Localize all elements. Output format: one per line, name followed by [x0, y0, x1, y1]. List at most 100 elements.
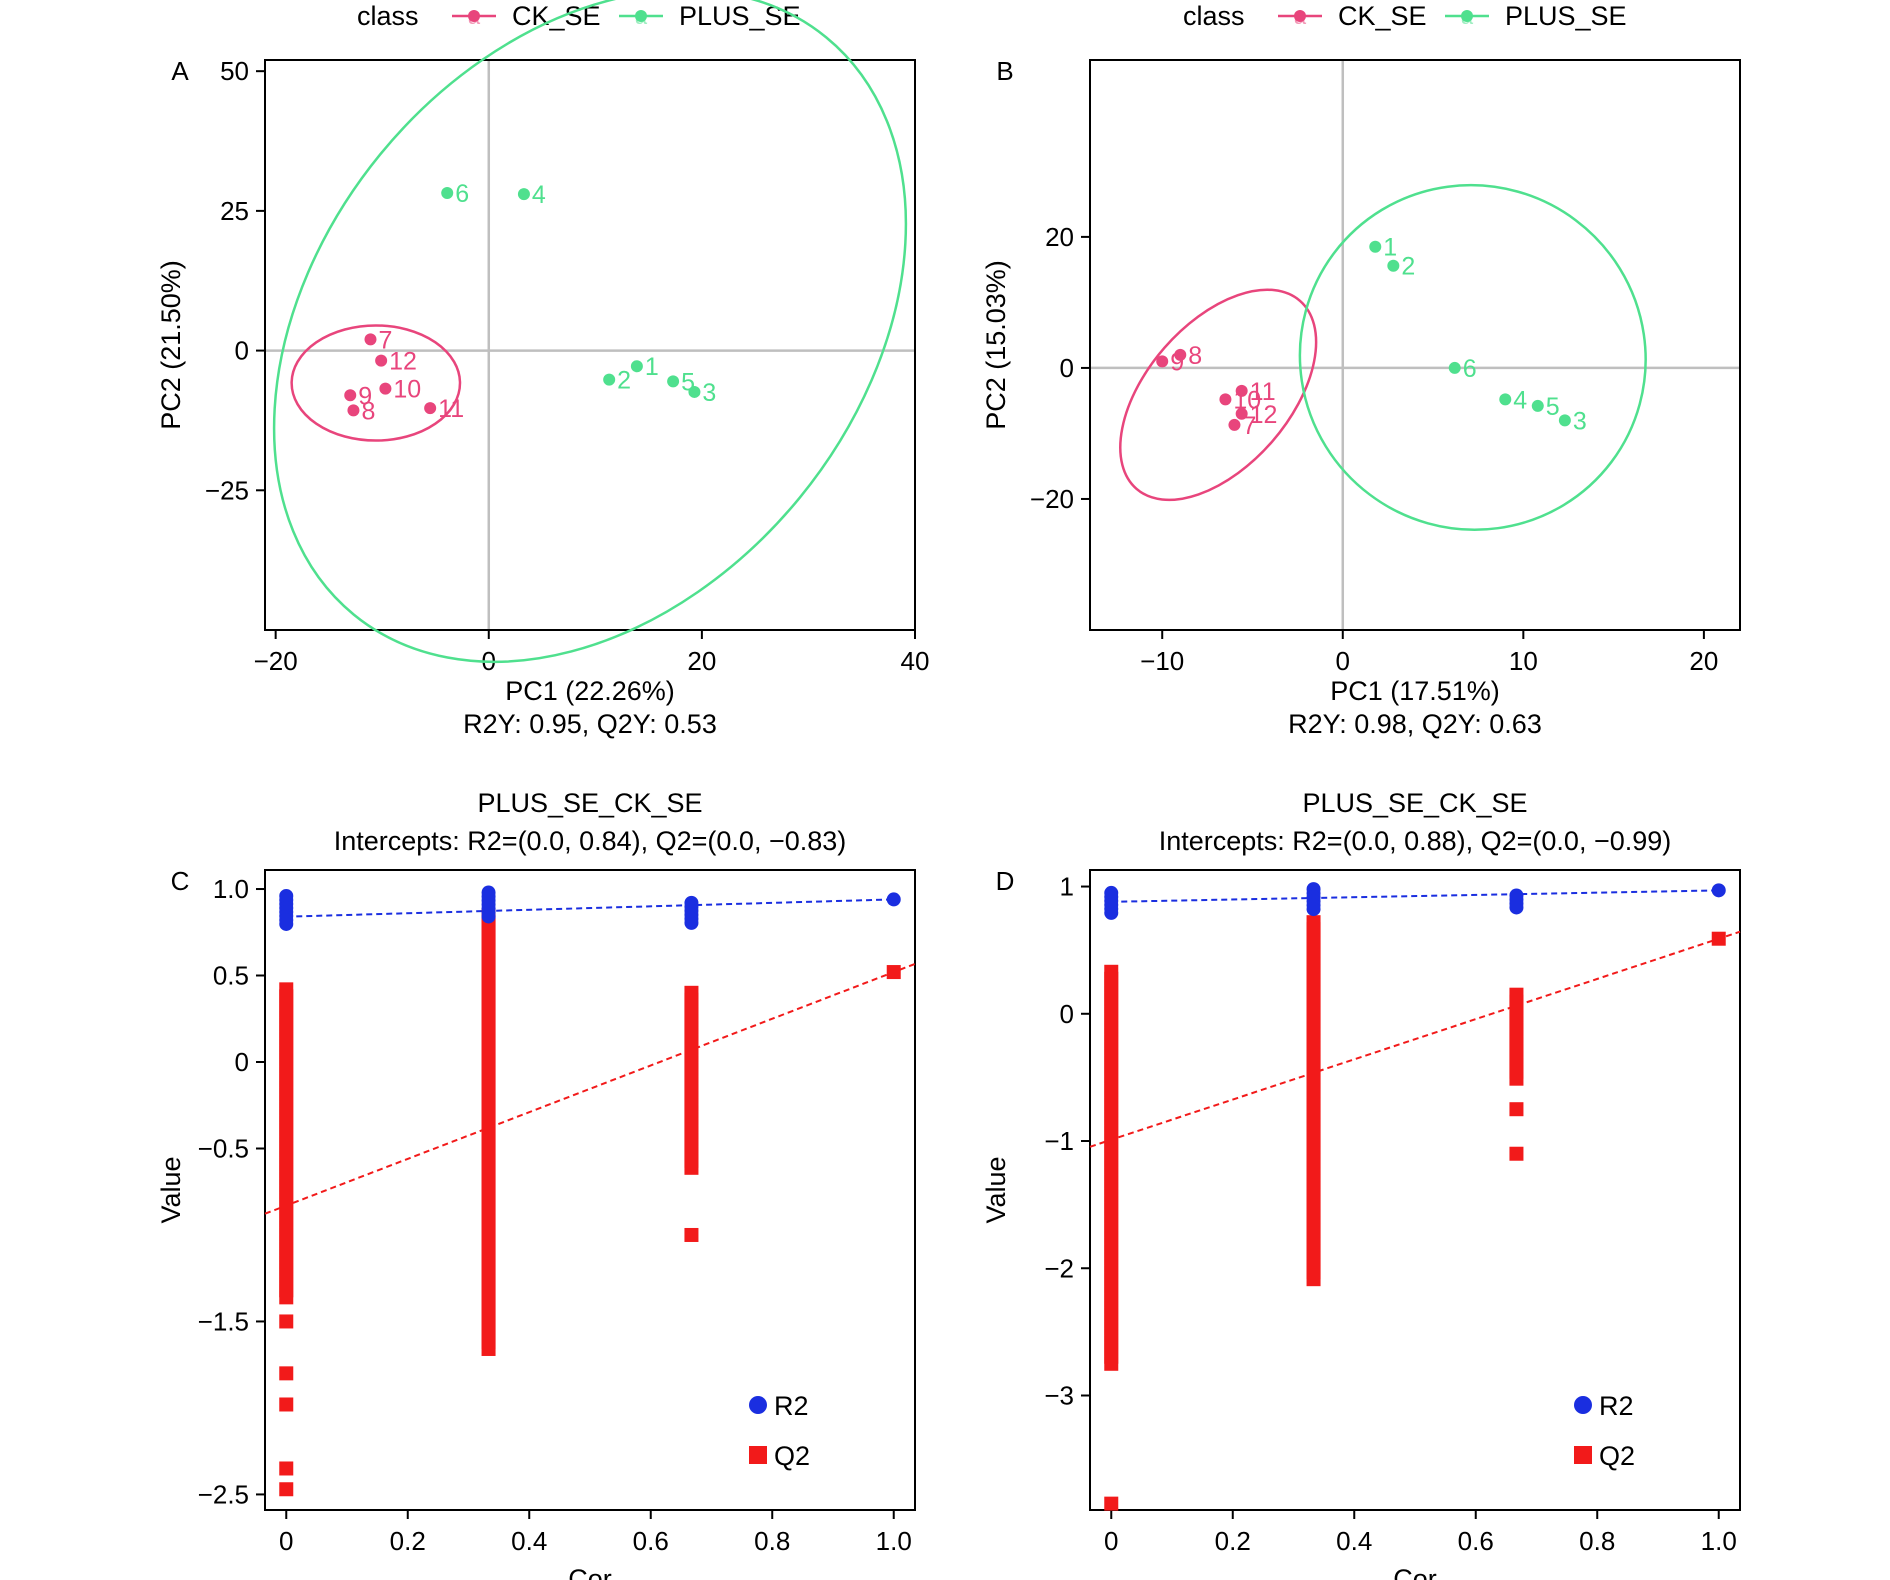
plot-frame	[1089, 59, 1741, 631]
confidence-ellipse	[1119, 288, 1318, 502]
legend-q2-label: Q2	[774, 1441, 810, 1471]
y-axis-label: PC2 (21.50%)	[156, 260, 186, 430]
legend-entry-ck: CK_SE	[1338, 1, 1427, 31]
sample-label: 2	[1401, 253, 1415, 281]
confidence-ellipse	[290, 324, 462, 442]
sample-label: 4	[532, 181, 546, 209]
x-tick-label: 0.8	[1579, 1526, 1615, 1556]
sample-label: 12	[1250, 401, 1278, 429]
x-tick-label: 1.0	[1701, 1526, 1737, 1556]
legend-key-dot	[1461, 10, 1473, 22]
x-axis-label: PC1 (22.26%)	[505, 676, 675, 706]
class-legend-right: class a CK_SE a PLUS_SE	[1183, 1, 1627, 31]
confidence-ellipse	[1298, 183, 1647, 531]
sample-point	[1219, 393, 1232, 406]
x-tick-label: −20	[254, 646, 298, 676]
legend-entry-plus: PLUS_SE	[679, 1, 801, 31]
q2-point	[279, 1482, 294, 1497]
x-tick-label: 0.8	[754, 1526, 790, 1556]
value-legend: R2 Q2	[1574, 1391, 1635, 1471]
legend-r2-marker	[1574, 1396, 1592, 1414]
plot-title: PLUS_SE_CK_SE	[1302, 788, 1527, 818]
q2-point	[279, 1366, 294, 1381]
sample-label: 11	[438, 395, 464, 423]
legend-title: class	[1183, 1, 1245, 31]
y-tick-label: 0	[235, 336, 249, 366]
q2-point	[684, 1160, 699, 1175]
y-axis-label: Value	[981, 1156, 1011, 1223]
panel-c-permutation-plot: 0 0.2 0.4 0.6 0.8 1.0 −2.5 −1.5 −0.5 0 0.5 1.0 C Valu…	[156, 788, 916, 1580]
r2-point	[1104, 905, 1119, 920]
x-axis-label: PC1 (17.51%)	[1330, 676, 1500, 706]
sample-point	[364, 333, 377, 346]
sample-label: 8	[361, 397, 375, 425]
q2-point-actual	[886, 965, 901, 980]
sample-label: 1	[1383, 234, 1397, 262]
x-tick-label: 0.6	[633, 1526, 669, 1556]
r2-point	[684, 915, 699, 930]
sample-point	[1156, 355, 1169, 368]
y-tick-label: −2.5	[198, 1479, 249, 1509]
y-tick-label: 0	[235, 1047, 249, 1077]
panel-letter: C	[171, 866, 190, 896]
q2-point	[684, 1227, 699, 1242]
r2-regression-line	[1111, 889, 1719, 903]
sample-point	[1499, 393, 1512, 406]
sample-point	[1387, 259, 1400, 272]
x-tick-label: 0	[279, 1526, 293, 1556]
x-tick-label: 10	[1509, 646, 1538, 676]
x-axis-label: Cor	[568, 1564, 612, 1580]
sample-label: 12	[389, 348, 417, 376]
panel-letter: D	[996, 866, 1015, 896]
panel-d-permutation-plot: 0 0.2 0.4 0.6 0.8 1.0 −3 −2 −1 0 1 D Value PLUS_SE_CK…	[981, 788, 1741, 1580]
model-stats: R2Y: 0.98, Q2Y: 0.63	[1288, 709, 1542, 739]
sample-point	[1448, 361, 1461, 374]
q2-point	[1104, 1356, 1119, 1371]
sample-point	[344, 389, 357, 402]
y-tick-label: −3	[1044, 1380, 1074, 1410]
y-tick-label: 25	[220, 196, 249, 226]
sample-point	[1558, 414, 1571, 427]
y-tick-label: −2	[1044, 1253, 1074, 1283]
r2-regression-line	[286, 898, 894, 918]
legend-title: class	[357, 1, 419, 31]
r2-point-actual	[1711, 883, 1726, 898]
legend-q2-marker	[749, 1446, 767, 1464]
sample-point	[1235, 407, 1248, 420]
q2-point	[279, 1290, 294, 1305]
sample-label: 7	[378, 326, 392, 354]
x-axis-label: Cor	[1393, 1564, 1437, 1580]
x-tick-label: 0	[1104, 1526, 1118, 1556]
r2-point	[279, 916, 294, 931]
sample-label: 5	[1546, 393, 1560, 421]
x-tick-label: −10	[1140, 646, 1184, 676]
sample-point	[517, 188, 530, 201]
value-legend: R2 Q2	[749, 1391, 810, 1471]
sample-label: 3	[702, 379, 716, 407]
q2-regression-line	[264, 962, 916, 1215]
model-stats: R2Y: 0.95, Q2Y: 0.53	[463, 709, 717, 739]
x-tick-label: 20	[687, 646, 716, 676]
sample-point	[347, 404, 360, 417]
y-tick-label: 1	[1060, 872, 1074, 902]
legend-key-dot	[635, 10, 647, 22]
q2-point	[279, 1461, 294, 1476]
class-legend-left: class a CK_SE a PLUS_SE	[357, 1, 801, 31]
q2-point	[1104, 1496, 1119, 1511]
r2-point	[1509, 900, 1524, 915]
q2-point-actual	[1711, 931, 1726, 946]
legend-q2-marker	[1574, 1446, 1592, 1464]
x-tick-label: 0.6	[1458, 1526, 1494, 1556]
q2-point	[279, 1397, 294, 1412]
r2-point-actual	[886, 892, 901, 907]
sample-point	[375, 354, 388, 367]
sample-point	[1174, 348, 1187, 361]
x-tick-label: 0.4	[511, 1526, 547, 1556]
legend-r2-label: R2	[774, 1391, 809, 1421]
r2-point	[481, 909, 496, 924]
sample-label: 6	[1463, 355, 1477, 383]
x-tick-label: 40	[901, 646, 930, 676]
y-tick-label: −1.5	[198, 1306, 249, 1336]
